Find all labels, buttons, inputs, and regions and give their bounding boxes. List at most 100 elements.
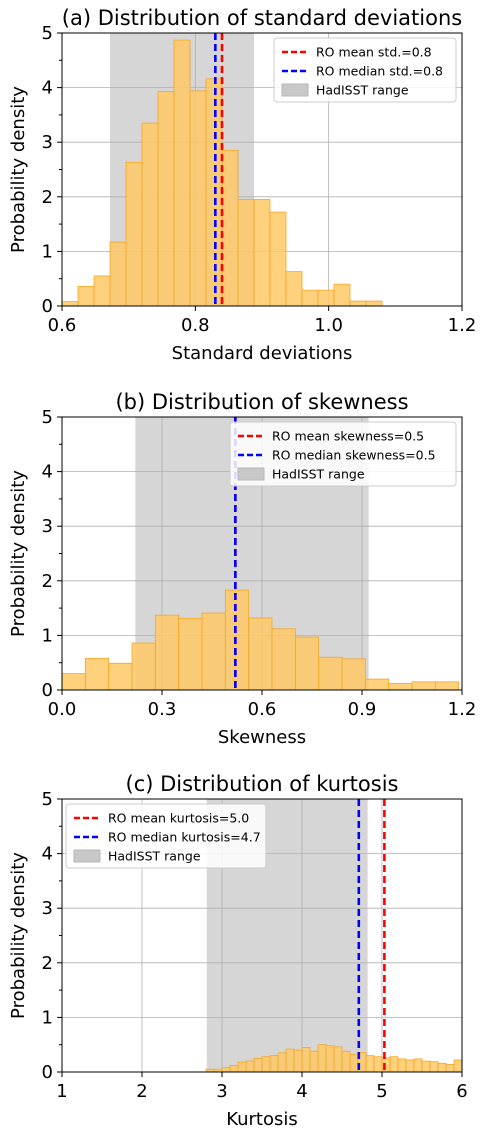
histogram-bar [294,636,320,691]
histogram-bar [293,1049,303,1073]
histogram-bar [333,283,351,307]
x-tick-label: 0.8 [181,315,210,336]
legend-box [273,37,457,103]
y-tick-label: 0 [42,296,53,317]
legend-range-swatch [73,849,101,863]
x-tick-label: 6 [456,1081,467,1102]
histogram-bar [221,1067,231,1073]
legend: RO mean std.=0.8 RO median std.=0.8 HadISS… [273,37,457,103]
histogram-bar [405,1059,415,1073]
y-tick-label: 4 [42,462,53,483]
histogram-bar [333,1046,343,1073]
x-tick-label: 0.0 [48,699,77,720]
histogram-bar [248,617,273,691]
x-tick-label: 1.2 [448,699,477,720]
y-tick-label: 3 [42,898,53,919]
histogram-bar [373,1056,383,1073]
histogram-bar [201,612,226,691]
x-axis-label: Standard deviations [172,343,353,364]
histogram-bar [364,678,390,691]
histogram-bar [269,1055,279,1073]
histogram-bar [318,656,343,691]
x-tick-label: 0.3 [148,699,177,720]
histogram-bar [285,271,303,307]
histogram-bar [271,628,296,691]
histogram-bar [301,1047,311,1073]
histogram-bar [237,199,255,307]
y-axis-label: Probability density [8,86,29,253]
x-tick-label: 0.9 [348,699,377,720]
legend-entry-label: HadISST range [108,849,201,864]
histogram-bar [309,1050,319,1073]
histogram-bar [453,1059,463,1073]
y-tick-label: 4 [42,844,53,865]
legend-entry-label: RO mean kurtosis=5.0 [108,811,249,826]
histogram-bar [61,673,86,691]
histogram-bar [437,1062,447,1073]
x-axis-label: Kurtosis [226,1109,298,1130]
histogram-bar [84,657,110,691]
histogram-bar [173,39,191,307]
histogram-bar [77,285,95,307]
y-tick-label: 0 [42,1062,53,1083]
histogram-bar [154,614,180,691]
y-tick-label: 5 [42,789,53,810]
histogram-bar [253,199,271,307]
legend-entry-label: RO median skewness=0.5 [272,448,436,463]
legend-entry-label: RO mean std.=0.8 [316,45,432,60]
x-tick-label: 1.2 [448,315,477,336]
histogram-bar [269,211,287,307]
y-tick-label: 1 [42,241,53,262]
x-tick-label: 0.6 [48,315,77,336]
panel-title: (b) Distribution of skewness [115,390,408,414]
histogram-bar [365,1055,375,1073]
chart-panel-a: 0.6 0.8 1.0 1.2 0 1 2 3 4 5 (a) Distribution of st… [8,6,476,364]
histogram-bar [349,1054,359,1073]
histogram-bar [397,1058,407,1073]
y-tick-label: 2 [42,953,53,974]
histogram-bar [317,289,335,307]
x-axis-label: Skewness [218,727,306,748]
y-tick-label: 2 [42,571,53,592]
legend-box [65,803,267,869]
histogram-bar [93,275,111,307]
histogram-bar [261,1056,271,1073]
histogram-bar [178,618,203,691]
y-tick-label: 5 [42,23,53,44]
legend-entry-label: RO median kurtosis=4.7 [108,830,261,845]
legend-entry-label: RO mean skewness=0.5 [272,429,424,444]
histogram-bar [125,162,143,307]
histogram-bar [411,681,436,691]
y-tick-label: 5 [42,407,53,428]
legend-range-swatch [237,467,265,481]
histogram-bar [445,1063,455,1073]
y-tick-label: 3 [42,132,53,153]
legend-box [229,421,457,487]
legend-entry-label: HadISST range [316,83,409,98]
y-tick-label: 1 [42,1007,53,1028]
legend: RO mean skewness=0.5 RO median skewness=0… [229,421,457,487]
y-axis-label: Probability density [8,470,29,637]
histogram-bar [349,300,367,307]
y-axis-label: Probability density [8,852,29,1019]
histogram-bar [301,289,319,307]
x-tick-label: 5 [376,1081,387,1102]
panel-title: (a) Distribution of standard deviations [62,6,462,30]
histogram-bar [341,1050,351,1073]
legend-entry-label: HadISST range [272,467,365,482]
x-tick-label: 1.0 [314,315,343,336]
histogram-bar [429,1061,439,1073]
histogram-bar [389,1056,399,1073]
histogram-bar [61,301,79,307]
histogram-bar [237,1061,247,1073]
histogram-bar [109,241,127,307]
x-tick-label: 1 [56,1081,67,1102]
histogram-bar [285,1048,295,1073]
y-tick-label: 3 [42,516,53,537]
histogram-bar [365,300,383,307]
y-tick-label: 0 [42,680,53,701]
histogram-bar [434,681,460,691]
histogram-bar [157,91,175,307]
histogram-bar [131,642,156,691]
